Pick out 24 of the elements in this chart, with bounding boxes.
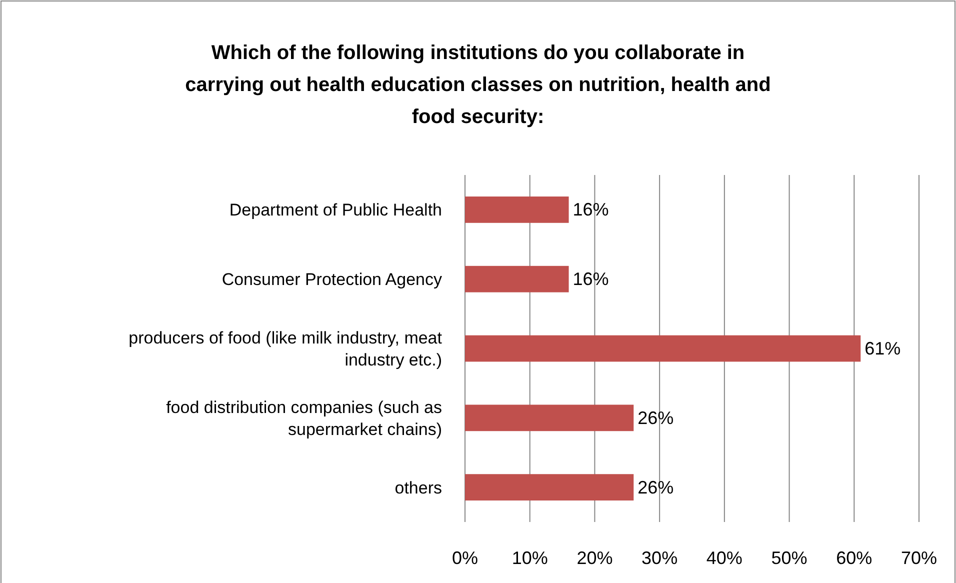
bar (465, 404, 634, 432)
y-tick-label: Department of Public Health (229, 200, 442, 220)
x-tick-label: 20% (576, 548, 613, 568)
data-label: 61% (864, 338, 901, 358)
x-tick-label: 30% (642, 548, 678, 568)
bar (465, 196, 569, 223)
data-label: 26% (638, 408, 674, 428)
x-tick-label: 60% (836, 548, 872, 568)
bar (465, 266, 569, 292)
x-tick-label: 50% (771, 548, 808, 568)
x-tick-label: 0% (452, 548, 478, 568)
data-label: 26% (638, 477, 674, 498)
y-tick-label: food distribution companies (such as supermarket chains) (166, 398, 442, 439)
y-tick-label: Consumer Protection Agency (222, 270, 442, 290)
chart-title: Which of the following institutions do you collaborate in carrying out health education classes on nutrition, health and food security: (185, 42, 771, 128)
data-label: 16% (572, 269, 609, 290)
x-tick-label: 40% (706, 548, 742, 568)
bar (465, 335, 861, 362)
x-tick-label: 10% (512, 548, 548, 568)
bar (465, 474, 634, 500)
data-label: 16% (572, 200, 609, 220)
y-tick-label: producers of food (like milk industry, meat industry etc.) (128, 328, 442, 370)
x-tick-label: 70% (900, 548, 938, 568)
y-tick-label: others (394, 478, 442, 498)
